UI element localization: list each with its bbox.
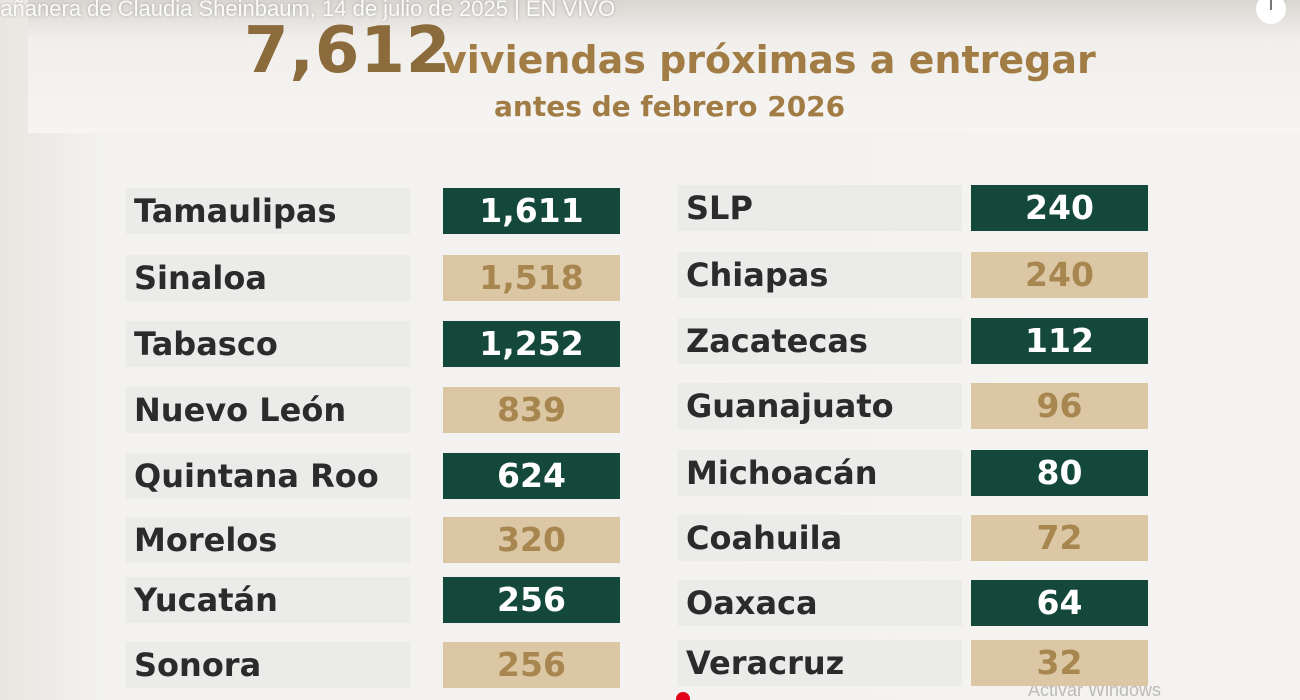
housing-count: 32 <box>971 640 1148 686</box>
headline: viviendas próximas a entregar <box>442 38 1096 82</box>
housing-count: 64 <box>971 580 1148 626</box>
state-name: Zacatecas <box>678 318 962 364</box>
housing-count: 1,611 <box>443 188 620 234</box>
state-name: Guanajuato <box>678 383 962 429</box>
progress-dot[interactable] <box>676 692 690 700</box>
state-name: Sinaloa <box>126 255 410 301</box>
total-count: 7,612 <box>244 14 452 88</box>
housing-count: 624 <box>443 453 620 499</box>
state-name: Coahuila <box>678 515 962 561</box>
watch-later-icon[interactable] <box>1256 0 1286 24</box>
state-name: Sonora <box>126 642 410 688</box>
housing-count: 240 <box>971 252 1148 298</box>
state-name: Veracruz <box>678 640 962 686</box>
state-name: Tabasco <box>126 321 410 367</box>
state-name: Oaxaca <box>678 580 962 626</box>
housing-count: 1,518 <box>443 255 620 301</box>
state-name: Quintana Roo <box>126 453 410 499</box>
state-name: Chiapas <box>678 252 962 298</box>
state-name: Yucatán <box>126 577 410 623</box>
state-name: Morelos <box>126 517 410 563</box>
housing-count: 112 <box>971 318 1148 364</box>
video-title[interactable]: Mañanera de Claudia Sheinbaum, 14 de jul… <box>0 0 616 21</box>
housing-count: 80 <box>971 450 1148 496</box>
housing-count: 320 <box>443 517 620 563</box>
housing-count: 72 <box>971 515 1148 561</box>
housing-count: 256 <box>443 577 620 623</box>
state-name: Michoacán <box>678 450 962 496</box>
housing-count: 839 <box>443 387 620 433</box>
housing-count: 96 <box>971 383 1148 429</box>
state-name: SLP <box>678 185 962 231</box>
state-name: Tamaulipas <box>126 188 410 234</box>
header-band <box>28 0 1300 133</box>
housing-count: 240 <box>971 185 1148 231</box>
housing-count: 1,252 <box>443 321 620 367</box>
housing-count: 256 <box>443 642 620 688</box>
state-name: Nuevo León <box>126 387 410 433</box>
subheadline: antes de febrero 2026 <box>494 90 846 123</box>
